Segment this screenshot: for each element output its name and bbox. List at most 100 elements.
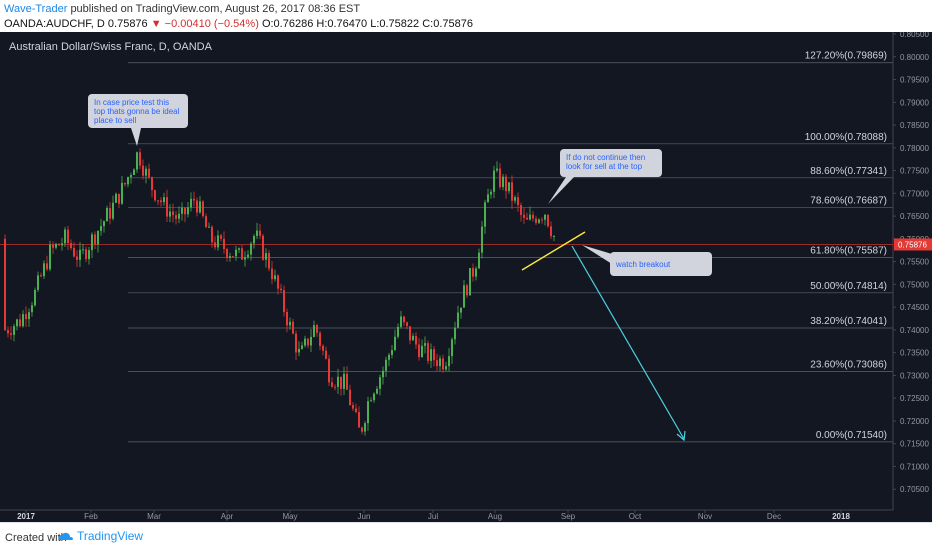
candle-body (397, 326, 399, 337)
candle-body (64, 229, 66, 244)
candle-body (49, 244, 51, 270)
price-label-13: 0.74000 (900, 326, 929, 335)
candle-body (247, 254, 249, 258)
candle-body (205, 216, 207, 228)
price-label-10: 0.75500 (900, 258, 929, 267)
chart-area[interactable]: 127.20%(0.79869) 100.00%(0.78088) 88.60%(0… (0, 32, 932, 522)
candle-body (469, 268, 471, 296)
candle-body (199, 201, 201, 213)
candle-body (454, 327, 456, 340)
candle-body (346, 373, 348, 390)
candle-body (316, 325, 318, 333)
candle-body (547, 214, 549, 227)
chart-header: Wave-Trader published on TradingView.com… (0, 0, 932, 32)
candle-body (376, 388, 378, 394)
chart-canvas[interactable]: 127.20%(0.79869) 100.00%(0.78088) 88.60%(0… (0, 32, 932, 522)
candle-body (157, 200, 159, 202)
candle-body (484, 202, 486, 227)
candle-body (22, 314, 24, 327)
publish-line: Wave-Trader published on TradingView.com… (4, 3, 360, 15)
time-label-11: Dec (767, 512, 781, 521)
current-price-tag (894, 238, 932, 251)
candle-body (169, 211, 171, 217)
candle-body (100, 226, 102, 231)
candle-body (139, 152, 141, 166)
candle-body (427, 343, 429, 361)
breakout-note[interactable]: watch breakout (610, 252, 712, 276)
candle-body (283, 290, 285, 313)
candle-body (472, 268, 474, 277)
candle-body (262, 235, 264, 260)
candle-body (145, 168, 147, 176)
candle-body (67, 229, 69, 244)
price-label-0: 0.80500 (900, 32, 929, 39)
candle-body (430, 349, 432, 361)
price-label-7: 0.77000 (900, 189, 929, 198)
candle-body (328, 358, 330, 383)
candle-body (160, 200, 162, 203)
created-with-label: Created with (5, 532, 67, 544)
candle-body (220, 235, 222, 239)
candle-body (112, 202, 114, 219)
candle-body (85, 249, 87, 260)
candle-body (103, 221, 105, 227)
top-sell-note[interactable]: In case price test this top thats gonna … (88, 94, 188, 128)
candle-body (544, 214, 546, 220)
candle-body (496, 168, 498, 171)
candle-body (499, 168, 501, 188)
candle-body (94, 234, 96, 245)
candle-body (409, 326, 411, 341)
candle-body (490, 191, 492, 195)
candle-body (361, 427, 363, 432)
top-note-pointer (131, 128, 141, 146)
candle-body (55, 243, 57, 248)
candle-body (250, 243, 252, 255)
candle-body (256, 230, 258, 236)
candle-body (280, 288, 282, 291)
price-change: ▼ −0.00410 (−0.54%) (150, 18, 259, 30)
candle-body (448, 356, 450, 367)
ohlc-line: OANDA:AUDCHF, D 0.75876 ▼ −0.00410 (−0.5… (4, 18, 473, 30)
candle-body (553, 235, 555, 237)
tradingview-brand[interactable]: TradingView (58, 529, 143, 543)
breakout-note-pointer (582, 245, 612, 264)
price-label-12: 0.74500 (900, 303, 929, 312)
price-label-8: 0.76500 (900, 212, 929, 221)
candle-body (391, 350, 393, 355)
time-label-2: Mar (147, 512, 161, 521)
candle-body (259, 230, 261, 236)
candle-body (343, 373, 345, 389)
candle-body (334, 386, 336, 388)
candle-body (274, 275, 276, 280)
candle-body (28, 312, 30, 320)
candle-body (412, 335, 414, 341)
time-label-8: Sep (561, 512, 576, 521)
sell-top-note[interactable]: If do not continue then look for sell at… (560, 149, 662, 177)
author-link[interactable]: Wave-Trader (4, 3, 68, 15)
candle-body (226, 249, 228, 258)
candle-body (178, 213, 180, 219)
candle-body (106, 207, 108, 222)
open-value: O:0.76286 (261, 18, 314, 30)
candle-body (151, 177, 153, 191)
candles-group (4, 148, 555, 436)
candle-body (13, 326, 15, 335)
candle-body (127, 177, 129, 185)
candle-body (304, 338, 306, 346)
candle-body (61, 243, 63, 246)
candle-body (451, 339, 453, 357)
candle-body (232, 256, 234, 258)
candle-body (229, 256, 231, 258)
fib-label-0: 127.20%(0.79869) (805, 51, 887, 62)
candle-body (124, 182, 126, 185)
candle-body (211, 226, 213, 243)
time-label-4: May (282, 512, 297, 521)
price-label-18: 0.71500 (900, 440, 929, 449)
fib-label-2: 88.60%(0.77341) (810, 166, 887, 177)
instrument-title: Australian Dollar/Swiss Franc, D, OANDA (9, 41, 212, 53)
price-label-11: 0.75000 (900, 280, 929, 289)
candle-body (445, 366, 447, 370)
price-label-4: 0.78500 (900, 121, 929, 130)
candle-body (202, 201, 204, 217)
candle-body (385, 359, 387, 371)
